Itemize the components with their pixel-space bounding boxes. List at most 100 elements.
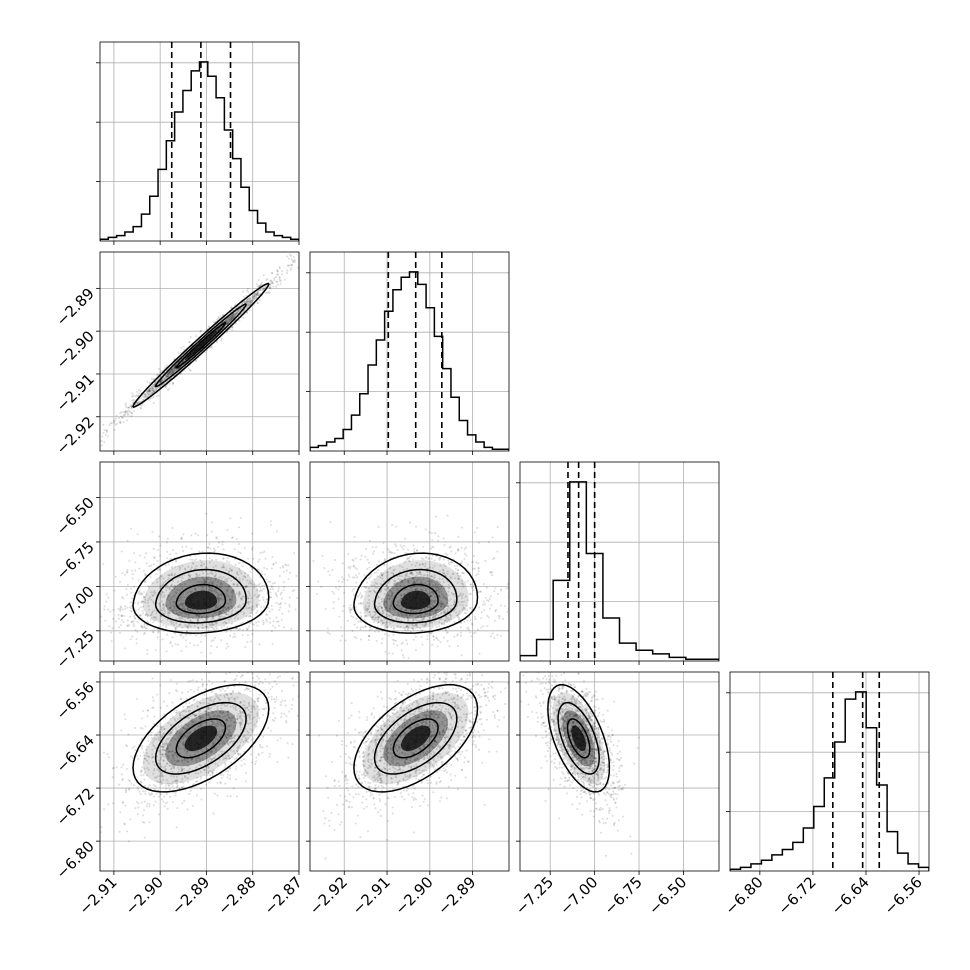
scatter-point bbox=[243, 586, 247, 589]
scatter-point bbox=[437, 535, 440, 538]
scatter-point bbox=[217, 545, 220, 549]
scatter-point bbox=[130, 569, 134, 572]
scatter-point bbox=[346, 579, 349, 582]
scatter-point bbox=[235, 795, 239, 798]
scatter-point bbox=[429, 547, 432, 550]
scatter-point bbox=[249, 299, 252, 302]
scatter-point bbox=[456, 633, 459, 636]
scatter-point bbox=[144, 395, 147, 398]
scatter-point bbox=[102, 431, 105, 435]
scatter-point bbox=[143, 601, 147, 604]
scatter-point bbox=[271, 642, 274, 646]
scatter-point bbox=[165, 374, 168, 377]
scatter-point bbox=[375, 546, 378, 549]
y-tick-label: −2.89 bbox=[53, 284, 98, 329]
scatter-point bbox=[154, 381, 157, 384]
scatter-point bbox=[387, 549, 390, 552]
scatter-point bbox=[188, 368, 191, 371]
scatter-point bbox=[372, 552, 375, 555]
scatter-point bbox=[220, 337, 223, 340]
scatter-point bbox=[159, 380, 162, 383]
scatter-point bbox=[293, 260, 296, 263]
scatter-point bbox=[432, 546, 435, 549]
scatter-point bbox=[393, 552, 396, 555]
scatter-point bbox=[119, 609, 122, 612]
scatter-point bbox=[246, 287, 250, 290]
scatter-point bbox=[256, 291, 259, 294]
scatter-point bbox=[141, 605, 145, 608]
scatter-point bbox=[394, 543, 397, 546]
scatter-point bbox=[395, 525, 398, 528]
scatter-point bbox=[291, 743, 294, 746]
scatter-point bbox=[255, 293, 258, 296]
scatter-point bbox=[159, 371, 162, 374]
scatter-point bbox=[135, 390, 138, 393]
contour-line bbox=[175, 322, 227, 369]
scatter-point bbox=[147, 390, 150, 393]
scatter-point bbox=[212, 566, 215, 569]
scatter-point bbox=[248, 592, 251, 595]
scatter-point bbox=[471, 560, 475, 563]
scatter-point bbox=[368, 577, 371, 580]
scatter-point bbox=[152, 389, 155, 393]
scatter-point bbox=[150, 385, 153, 388]
scatter-point bbox=[279, 603, 282, 606]
scatter-point bbox=[241, 595, 244, 598]
scatter-point bbox=[271, 588, 274, 591]
scatter-point bbox=[267, 291, 270, 294]
scatter-point bbox=[170, 370, 173, 373]
scatter-point bbox=[392, 633, 395, 637]
scatter-point bbox=[258, 299, 261, 302]
scatter-point bbox=[253, 295, 256, 298]
scatter-point bbox=[109, 610, 112, 613]
scatter-point bbox=[278, 275, 281, 278]
scatter-point bbox=[218, 617, 221, 620]
scatter-point bbox=[160, 609, 163, 612]
scatter-point bbox=[220, 626, 223, 629]
scatter-point bbox=[486, 614, 489, 617]
scatter-point bbox=[205, 512, 208, 515]
scatter-point bbox=[194, 532, 197, 535]
scatter-point bbox=[256, 293, 259, 296]
scatter-point bbox=[246, 289, 249, 292]
scatter-point bbox=[203, 609, 206, 612]
scatter-point bbox=[127, 406, 131, 409]
scatter-point bbox=[114, 423, 117, 426]
scatter-point bbox=[450, 550, 453, 553]
scatter-point bbox=[207, 615, 210, 619]
scatter-point bbox=[490, 574, 494, 577]
scatter-point bbox=[188, 341, 191, 344]
scatter-point bbox=[124, 404, 127, 407]
scatter-point bbox=[353, 594, 356, 597]
scatter-point bbox=[138, 593, 141, 596]
scatter-point bbox=[162, 624, 165, 627]
scatter-point bbox=[194, 634, 198, 637]
scatter-point bbox=[150, 392, 154, 395]
scatter-point bbox=[248, 297, 251, 300]
scatter-point bbox=[173, 626, 177, 629]
scatter-point bbox=[130, 782, 133, 785]
scatter-point bbox=[151, 581, 154, 584]
scatter-point bbox=[178, 611, 181, 614]
scatter-point bbox=[168, 577, 171, 580]
scatter-point bbox=[295, 574, 298, 577]
scatter-point bbox=[177, 603, 180, 606]
scatter-point bbox=[187, 565, 190, 568]
scatter-point bbox=[108, 424, 111, 427]
scatter-point bbox=[266, 613, 269, 616]
scatter-point bbox=[313, 611, 315, 613]
scatter-point bbox=[233, 632, 236, 635]
scatter-point bbox=[210, 345, 213, 348]
scatter-point bbox=[238, 526, 241, 529]
scatter-point bbox=[390, 550, 393, 553]
scatter-point bbox=[181, 607, 184, 610]
scatter-point bbox=[262, 273, 265, 277]
scatter-point bbox=[491, 571, 494, 574]
scatter-point bbox=[244, 584, 247, 588]
scatter-point bbox=[255, 294, 258, 297]
scatter-point bbox=[214, 621, 217, 624]
scatter-point bbox=[275, 601, 278, 605]
scatter-point bbox=[152, 563, 155, 566]
scatter-point bbox=[169, 606, 172, 609]
scatter-point bbox=[222, 563, 225, 567]
